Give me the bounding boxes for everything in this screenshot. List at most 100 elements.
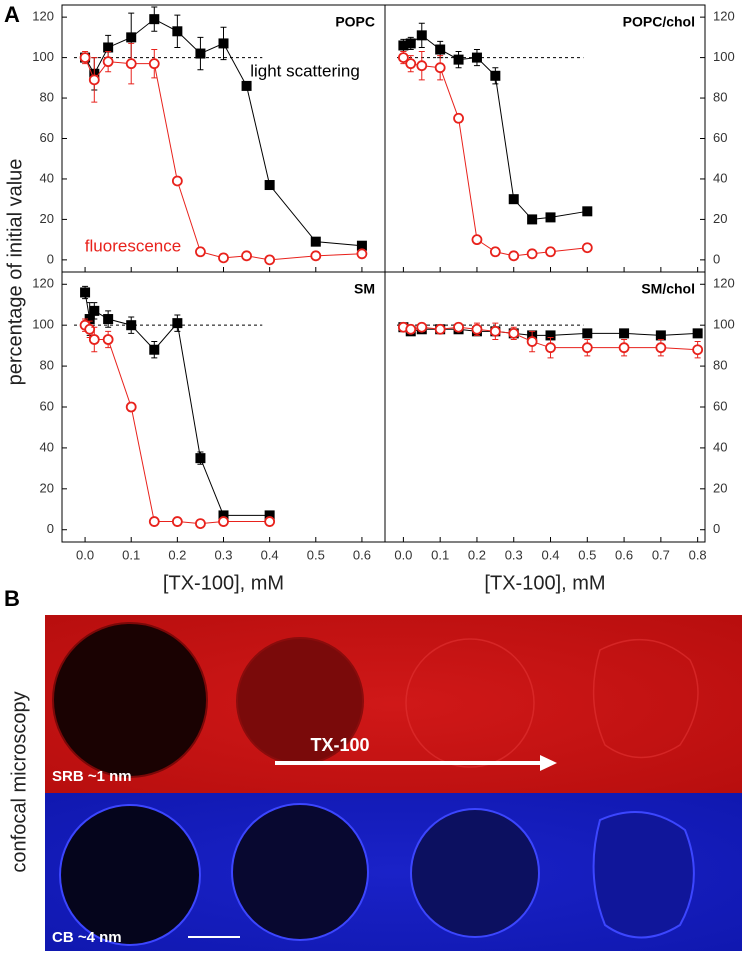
data-point	[618, 342, 630, 354]
data-point	[148, 516, 160, 527]
series-line	[403, 57, 588, 257]
data-point	[241, 250, 252, 262]
x-tick-label: 0.7	[652, 547, 670, 562]
y-tick-label: 20	[40, 480, 54, 495]
data-point	[471, 52, 482, 63]
data-point	[80, 287, 91, 298]
y-tick-label: 120	[32, 276, 54, 291]
data-point	[84, 314, 95, 325]
data-point	[434, 62, 446, 74]
plot-frame	[384, 4, 706, 273]
vesicle	[231, 803, 369, 941]
data-point	[489, 246, 501, 258]
arrow-head	[540, 755, 557, 771]
data-point	[172, 318, 183, 329]
data-point	[171, 175, 183, 187]
x-tick-label: 0.8	[689, 547, 707, 562]
panel-title: SM	[354, 281, 375, 297]
y-tick-label: 20	[713, 211, 727, 226]
data-point	[172, 26, 183, 37]
data-point	[581, 342, 593, 354]
data-point	[435, 44, 446, 55]
microscopy: TX-100 SRB ~1 nm CB ~4 nm confocal micro…	[8, 615, 742, 951]
data-point	[416, 30, 427, 41]
x-tick-label: 0.5	[578, 547, 596, 562]
data-point	[103, 42, 114, 53]
data-point	[527, 214, 538, 225]
data-point	[241, 80, 252, 91]
y-tick-label: 40	[713, 439, 727, 454]
panel-label: A	[4, 2, 20, 27]
vesicle	[59, 804, 201, 946]
data-point	[126, 320, 137, 331]
y-tick-label: 120	[713, 276, 735, 291]
y-tick-label: 60	[40, 398, 54, 413]
data-point	[125, 401, 137, 413]
data-point	[79, 52, 91, 63]
data-point	[655, 342, 667, 354]
data-point	[103, 314, 114, 325]
data-point	[88, 74, 100, 86]
data-point	[218, 510, 229, 521]
plot-frame	[61, 271, 386, 543]
x-tick-label: 0.2	[168, 547, 186, 562]
x-axis-label: [TX-100], mM	[484, 572, 605, 594]
x-tick-label: 0.2	[468, 547, 486, 562]
panel-title: POPC/chol	[623, 14, 695, 30]
data-point	[545, 212, 556, 223]
data-point	[692, 328, 703, 339]
data-point	[218, 38, 229, 49]
data-point	[264, 254, 276, 266]
data-point	[416, 321, 428, 333]
data-point	[453, 112, 464, 124]
arrow-label: TX-100	[310, 735, 369, 755]
data-point	[171, 516, 183, 527]
panel-title: SM/chol	[641, 281, 695, 297]
data-point	[508, 250, 520, 262]
data-point	[545, 246, 556, 258]
data-point	[125, 58, 137, 70]
data-point	[84, 323, 96, 335]
chart-panel: 0 20 40 60 80 100 120 POPC percentage of initial…	[4, 4, 386, 385]
x-tick-label: 0.3	[505, 547, 523, 562]
data-point	[545, 342, 556, 354]
data-point	[405, 58, 417, 70]
y-tick-label: 40	[713, 170, 727, 185]
data-point	[490, 70, 501, 81]
data-point	[102, 56, 114, 68]
series-label: light scattering	[250, 61, 360, 80]
x-axis-label: [TX-100], mM	[163, 572, 284, 594]
series-line	[403, 34, 588, 220]
y-tick-label: 80	[713, 89, 727, 104]
y-tick-label: 80	[713, 358, 727, 373]
data-point	[149, 344, 160, 355]
y-tick-label: 20	[40, 211, 54, 226]
data-point	[619, 328, 630, 339]
data-point	[264, 510, 275, 521]
data-point	[149, 14, 160, 25]
data-point	[508, 194, 519, 205]
data-point	[195, 48, 206, 59]
x-tick-label: 0.4	[541, 547, 559, 562]
data-point	[218, 516, 229, 527]
data-point	[310, 250, 322, 262]
data-point	[655, 330, 666, 341]
x-tick-label: 0.4	[261, 547, 279, 562]
y-tick-label: 80	[40, 89, 54, 104]
chart-panel: 0 20 40 60 80 100 120 0.0 0.1 0.2 0.3 0.4 0.5 0.6 SM [T…	[32, 271, 386, 594]
data-point	[148, 58, 160, 70]
series-line	[84, 57, 362, 261]
data-point	[453, 321, 464, 333]
data-point	[356, 240, 367, 251]
y-tick-label: 60	[40, 130, 54, 145]
panel-label: B	[4, 586, 20, 611]
data-point	[489, 325, 501, 337]
y-tick-label: 0	[713, 521, 720, 536]
series-line	[84, 324, 270, 525]
data-point	[545, 330, 556, 341]
vesicle	[410, 808, 540, 938]
side-label: confocal microscopy	[8, 691, 30, 872]
data-point	[453, 54, 464, 65]
data-point	[397, 52, 409, 63]
